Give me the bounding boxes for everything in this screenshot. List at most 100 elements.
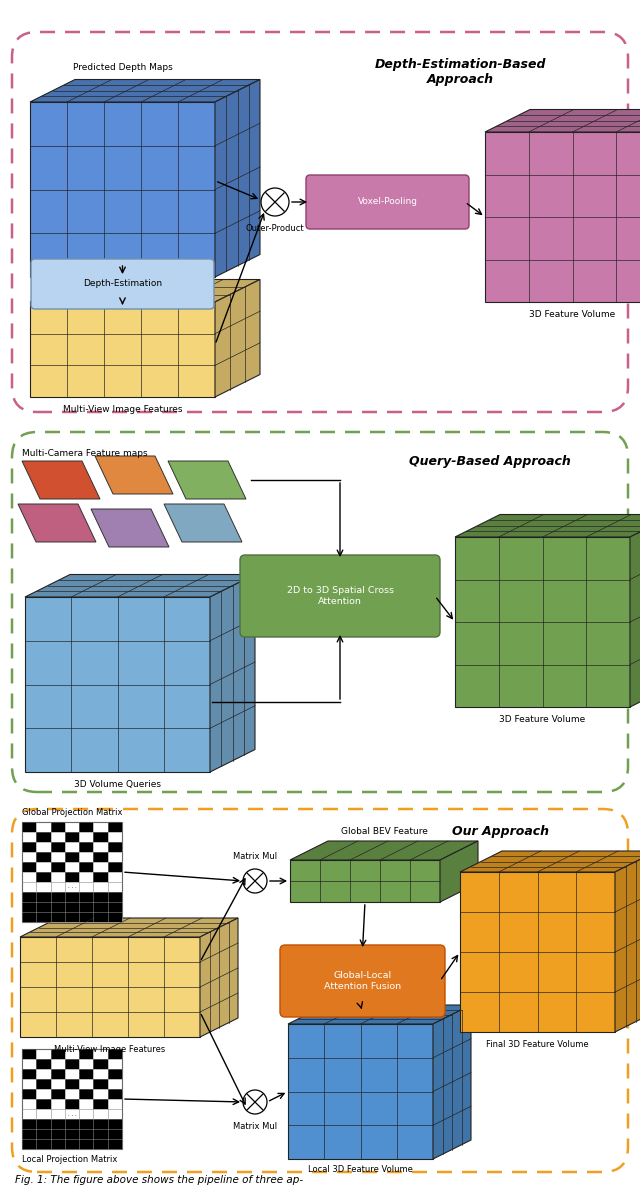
Polygon shape: [91, 509, 169, 547]
Bar: [36, 1119, 51, 1129]
Circle shape: [243, 869, 267, 893]
Text: Fig. 1: The figure above shows the pipeline of three ap-: Fig. 1: The figure above shows the pipel…: [15, 1175, 303, 1185]
Bar: [22, 902, 36, 912]
Bar: [65, 891, 79, 902]
Polygon shape: [615, 851, 640, 1032]
Bar: [65, 832, 79, 842]
Bar: [93, 891, 108, 902]
Text: . . .: . . .: [68, 884, 76, 889]
Bar: [22, 823, 122, 922]
Polygon shape: [30, 301, 215, 396]
Bar: [22, 912, 36, 922]
Polygon shape: [288, 1024, 433, 1159]
Bar: [51, 1049, 65, 1059]
Text: 3D Feature Volume: 3D Feature Volume: [499, 715, 586, 724]
Text: Query-Based Approach: Query-Based Approach: [409, 456, 571, 469]
Bar: [51, 823, 65, 832]
Bar: [36, 891, 51, 902]
Bar: [22, 862, 36, 872]
Bar: [65, 912, 79, 922]
Bar: [51, 1119, 65, 1129]
Bar: [79, 1119, 93, 1129]
Bar: [22, 1119, 36, 1129]
Bar: [79, 842, 93, 852]
Bar: [51, 1088, 65, 1099]
FancyBboxPatch shape: [31, 259, 214, 309]
Bar: [108, 912, 122, 922]
Text: Our Approach: Our Approach: [451, 825, 548, 838]
Text: Multi-Camera Feature maps: Multi-Camera Feature maps: [22, 449, 148, 458]
Text: Global-Local
Attention Fusion: Global-Local Attention Fusion: [324, 971, 401, 991]
Bar: [65, 1059, 79, 1069]
Bar: [65, 1119, 79, 1129]
Bar: [79, 1069, 93, 1079]
Polygon shape: [22, 461, 100, 499]
Text: 2D to 3D Spatial Cross
Attention: 2D to 3D Spatial Cross Attention: [287, 586, 394, 605]
Bar: [36, 832, 51, 842]
Text: Matrix Mul: Matrix Mul: [233, 1122, 277, 1131]
Bar: [65, 1129, 79, 1140]
Bar: [93, 1099, 108, 1109]
Bar: [22, 1049, 36, 1059]
Bar: [108, 902, 122, 912]
Bar: [79, 912, 93, 922]
FancyBboxPatch shape: [306, 174, 469, 229]
Text: Multi-View Image Features: Multi-View Image Features: [63, 405, 182, 414]
Bar: [51, 1140, 65, 1149]
Bar: [51, 842, 65, 852]
Bar: [108, 1069, 122, 1079]
Bar: [93, 832, 108, 842]
Polygon shape: [20, 918, 238, 937]
Polygon shape: [30, 102, 215, 277]
Polygon shape: [455, 514, 640, 537]
Polygon shape: [460, 872, 615, 1032]
Text: Matrix Mul: Matrix Mul: [233, 852, 277, 861]
Bar: [108, 1129, 122, 1140]
FancyBboxPatch shape: [280, 945, 445, 1017]
Polygon shape: [25, 575, 255, 597]
Polygon shape: [630, 514, 640, 707]
Bar: [65, 872, 79, 882]
Bar: [79, 862, 93, 872]
Polygon shape: [25, 597, 210, 772]
Bar: [65, 852, 79, 862]
Polygon shape: [215, 279, 260, 396]
Polygon shape: [18, 504, 96, 542]
Polygon shape: [168, 461, 246, 499]
Polygon shape: [95, 456, 173, 494]
Bar: [51, 862, 65, 872]
Text: Local 3D Feature Volume: Local 3D Feature Volume: [308, 1164, 413, 1174]
Bar: [108, 862, 122, 872]
Bar: [93, 1079, 108, 1088]
Text: Global Projection Matrix: Global Projection Matrix: [22, 808, 122, 817]
Bar: [22, 842, 36, 852]
Bar: [36, 1140, 51, 1149]
Bar: [36, 1129, 51, 1140]
Text: . . .: . . .: [68, 1111, 76, 1117]
Bar: [108, 1088, 122, 1099]
Polygon shape: [210, 575, 255, 772]
Bar: [22, 823, 36, 832]
Bar: [51, 1129, 65, 1140]
Bar: [51, 912, 65, 922]
Bar: [108, 891, 122, 902]
Text: Final 3D Feature Volume: Final 3D Feature Volume: [486, 1040, 589, 1049]
Bar: [22, 891, 36, 902]
Text: Depth-Estimation: Depth-Estimation: [83, 279, 162, 288]
Polygon shape: [440, 842, 478, 902]
Text: 3D Volume Queries: 3D Volume Queries: [74, 780, 161, 789]
FancyBboxPatch shape: [240, 556, 440, 637]
Bar: [65, 1079, 79, 1088]
Text: Outer-Product: Outer-Product: [246, 224, 304, 233]
Text: Local Projection Matrix: Local Projection Matrix: [22, 1155, 117, 1164]
Polygon shape: [290, 861, 440, 902]
Polygon shape: [30, 279, 260, 301]
Bar: [36, 912, 51, 922]
Bar: [93, 902, 108, 912]
Bar: [22, 1069, 36, 1079]
Bar: [65, 1140, 79, 1149]
Bar: [51, 902, 65, 912]
Bar: [36, 1079, 51, 1088]
Bar: [79, 1088, 93, 1099]
Text: Multi-View Image Features: Multi-View Image Features: [54, 1045, 166, 1054]
